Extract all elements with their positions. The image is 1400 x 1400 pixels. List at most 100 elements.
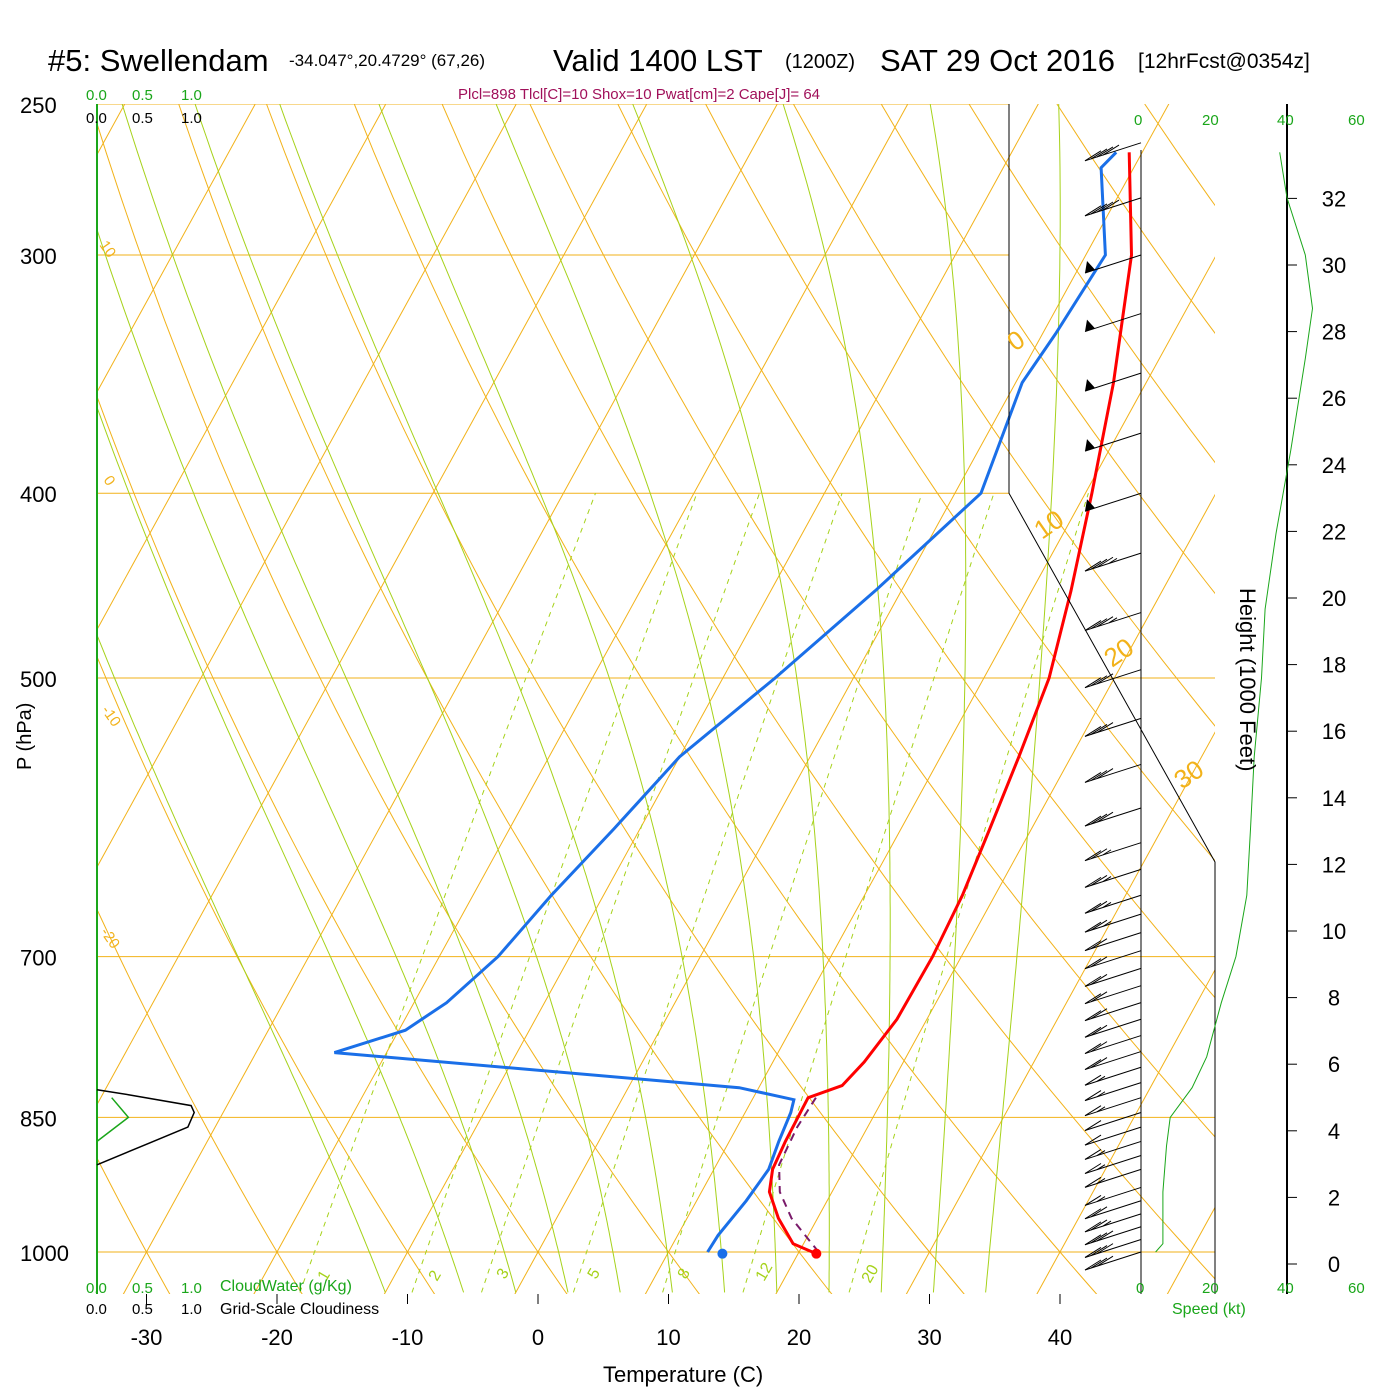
pressure-tick-label: 250: [20, 93, 57, 118]
cloudiness-tick-bottom-0: 0.0: [86, 1301, 107, 1318]
height-tick-label: 30: [1322, 253, 1346, 278]
speed-tick-top-1: 20: [1202, 112, 1219, 129]
moist-adiabat: [632, 104, 830, 1293]
height-tick-label: 26: [1322, 386, 1346, 411]
mixing-ratio-line: [299, 493, 596, 1293]
mixing-ratio-label: 2: [426, 1268, 445, 1284]
dry-adiabat: [97, 121, 700, 1294]
isotherm: [97, 104, 517, 869]
wind-barb: [1084, 894, 1142, 914]
isotherm-label: 20: [1098, 632, 1139, 673]
forecast-run: [12hrFcst@0354z]: [1138, 50, 1310, 73]
dry-adiabat: [880, 104, 1215, 595]
wind-barb: [1084, 1018, 1142, 1038]
moist-adiabat: [97, 633, 386, 1293]
temperature-tick-label: -10: [392, 1325, 424, 1350]
pressure-tick-label: 300: [20, 244, 57, 269]
cloudiness-tick-bottom-2: 1.0: [181, 1301, 202, 1318]
wind-barb: [1084, 552, 1142, 572]
cloudiness-tick-top-2: 1.0: [181, 110, 202, 127]
dewpoint-trace: [333, 151, 1118, 1253]
height-tick-label: 4: [1328, 1119, 1340, 1144]
speed-tick-top-0: 0: [1134, 112, 1142, 129]
cloudiness-legend: Grid-Scale Cloudiness: [220, 1301, 379, 1318]
sounding-series: [333, 151, 1134, 1259]
wind-barb: [1084, 492, 1142, 512]
wind-barb: [1084, 372, 1142, 392]
valid-time: Valid 1400 LST: [553, 43, 763, 78]
moist-adiabat: [495, 104, 778, 1293]
speed-axis-label: Speed (kt): [1172, 1301, 1246, 1318]
mixing-ratio-line: [848, 493, 1089, 1293]
mixing-ratio-line: [572, 493, 843, 1293]
cloudwater-tick-top-2: 1.0: [181, 87, 202, 104]
isotherm-label: -10: [98, 703, 124, 731]
height-tick-label: 10: [1322, 919, 1346, 944]
temperature-tick-label: 0: [532, 1325, 544, 1350]
wind-barb: [1084, 1126, 1142, 1146]
moist-adiabat: [378, 104, 726, 1293]
pressure-tick-label: 850: [20, 1106, 57, 1131]
temperature-tick-label: -20: [261, 1325, 293, 1350]
height-tick-label: 20: [1322, 586, 1346, 611]
wind-barb: [1084, 1239, 1142, 1258]
wind-barb: [1084, 1051, 1142, 1071]
mixing-ratio-label: 20: [859, 1262, 883, 1286]
dry-adiabat: [97, 655, 436, 1294]
moist-adiabat: [279, 104, 673, 1293]
height-tick-label: 8: [1328, 986, 1340, 1011]
cloudiness-tick-top-1: 0.5: [132, 110, 153, 127]
wind-barb: [1084, 1186, 1142, 1206]
station-coords: -34.047°,20.4729° (67,26): [289, 51, 485, 70]
cloudiness-profile: [96, 1088, 196, 1166]
parcel-trace: [778, 1097, 820, 1253]
wind-barb: [1084, 807, 1142, 827]
wind-barb: [1084, 1035, 1142, 1055]
mixing-ratio-line: [662, 493, 923, 1293]
wind-barb: [1084, 1112, 1142, 1132]
height-tick-label: 6: [1328, 1052, 1340, 1077]
isotherm: [97, 104, 648, 1106]
wind-barb: [1084, 1097, 1142, 1117]
dry-adiabat: [353, 104, 1098, 1294]
height-tick-label: 24: [1322, 453, 1346, 478]
cloudwater-legend: CloudWater (g/Kg): [220, 1278, 352, 1295]
wind-barb: [1084, 432, 1142, 452]
wind-barb: [1084, 669, 1142, 689]
wind-barb: [1084, 1066, 1142, 1086]
x-axis-label: Temperature (C): [603, 1362, 763, 1387]
wind-barb: [1084, 1213, 1142, 1233]
speed-tick-bottom-3: 60: [1348, 1280, 1365, 1297]
speed-tick-bottom-2: 40: [1277, 1280, 1294, 1297]
pressure-tick-label: 500: [20, 667, 57, 692]
isotherm: [0, 87, 3, 1300]
isotherm: [905, 731, 1215, 1294]
wind-barb: [1084, 612, 1142, 632]
dry-adiabat: [97, 908, 303, 1294]
wind-barb: [1084, 717, 1142, 737]
isotherm: [775, 493, 1215, 1294]
mixing-ratio-label: 12: [753, 1260, 777, 1284]
wind-speed-profile: [1155, 152, 1314, 1253]
dry-adiabat: [97, 1157, 171, 1294]
temperature-tick-label: 40: [1048, 1325, 1072, 1350]
cloud-profile: [96, 1088, 196, 1166]
cloudiness-tick-top-0: 0.0: [86, 110, 107, 127]
isotherm: [644, 256, 1215, 1294]
pressure-tick-label: 1000: [20, 1241, 69, 1266]
wind-barb: [1084, 1200, 1142, 1220]
wind-barb: [1084, 763, 1142, 783]
moist-adiabat: [194, 104, 621, 1293]
cloudwater-tick-bottom-2: 1.0: [181, 1280, 202, 1297]
dry-adiabat: [529, 104, 1215, 1138]
isotherm: [383, 104, 1039, 1294]
wind-barb: [1084, 967, 1142, 987]
isotherm-label: 10: [96, 238, 119, 261]
wind-barb: [1084, 1082, 1142, 1102]
wind-barb: [1084, 932, 1142, 952]
temperature-trace: [767, 152, 1134, 1256]
y-axis-label: P (hPa): [14, 703, 36, 770]
